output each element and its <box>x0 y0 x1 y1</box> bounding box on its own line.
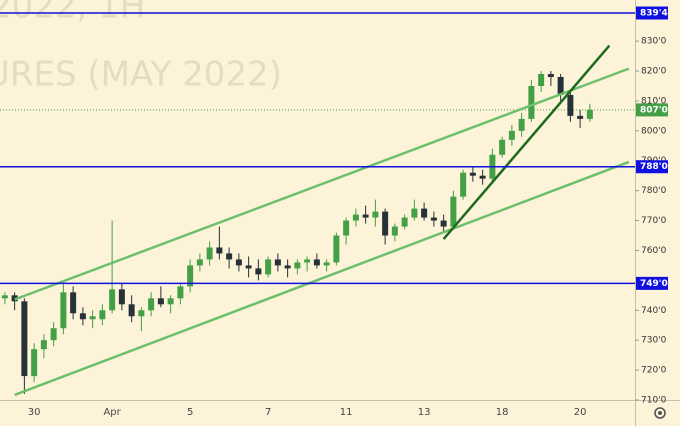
y-tick-label: 800'0 <box>641 126 667 136</box>
candle-body <box>1 295 8 299</box>
candle-body <box>109 289 116 311</box>
candle-body <box>206 247 213 260</box>
candle-body <box>411 208 418 218</box>
candle-body <box>245 265 252 269</box>
x-tick-label: 18 <box>496 407 509 418</box>
candle-body <box>343 220 350 236</box>
y-tick-label: 720'0 <box>641 366 667 376</box>
candle-body <box>577 115 584 119</box>
candle-body <box>196 259 203 266</box>
y-tick-label: 780'0 <box>641 186 667 196</box>
candle-body <box>216 247 223 254</box>
x-tick-label: 7 <box>265 407 271 418</box>
candle-body <box>421 208 428 218</box>
candle-body <box>21 301 28 377</box>
candle-body <box>567 94 574 116</box>
candle-body <box>265 259 272 275</box>
x-tick-label: 11 <box>340 407 353 418</box>
y-tick-label: 830'0 <box>641 37 667 47</box>
level-label: 788'0 <box>640 162 668 172</box>
candle-body <box>382 211 389 236</box>
x-tick-label: Apr <box>103 407 121 418</box>
candle-body <box>118 289 125 305</box>
x-tick-label: 13 <box>418 407 431 418</box>
candle-body <box>362 214 369 218</box>
candle-body <box>89 316 96 320</box>
candle-body <box>450 196 457 227</box>
candle-body <box>304 259 311 263</box>
candle-body <box>313 259 320 266</box>
candle-body <box>79 313 86 320</box>
trendline <box>442 44 611 240</box>
candle-body <box>284 265 291 269</box>
candle-body <box>460 172 467 197</box>
candle-body <box>255 268 262 275</box>
candle-body <box>40 340 47 350</box>
candle-body <box>352 214 359 221</box>
candle-body <box>391 226 398 236</box>
watermark: URES (MAY 2022) <box>0 55 282 95</box>
candle-body <box>557 77 564 95</box>
candle-body <box>479 175 486 179</box>
candle-body <box>50 328 57 341</box>
y-tick-label: 740'0 <box>641 306 667 316</box>
candle-body <box>401 217 408 227</box>
gear-icon-center <box>658 411 662 415</box>
trendline <box>14 67 630 301</box>
candle-body <box>226 253 233 260</box>
candle-body <box>138 310 145 317</box>
y-tick-label: 820'0 <box>641 67 667 77</box>
candle-body <box>60 292 67 329</box>
x-tick-label: 5 <box>187 407 193 418</box>
level-label: 839'4 <box>640 9 668 19</box>
candle-body <box>70 292 77 314</box>
candle-body <box>469 172 476 176</box>
settings-button[interactable] <box>654 407 666 419</box>
trendline <box>14 160 630 397</box>
level-label: 749'0 <box>640 279 668 289</box>
candle-body <box>440 220 447 227</box>
y-tick-label: 810'0 <box>641 96 667 106</box>
x-tick-label: 20 <box>574 407 587 418</box>
candle-body <box>157 298 164 305</box>
last-price-label-box <box>636 103 668 117</box>
candle-body <box>274 259 281 266</box>
candle-body <box>430 217 437 221</box>
y-tick-label: 770'0 <box>641 216 667 226</box>
x-tick-label: 30 <box>28 407 41 418</box>
y-tick-label: 730'0 <box>641 336 667 346</box>
gear-icon <box>654 407 666 419</box>
candle-body <box>235 259 242 266</box>
candle-body <box>499 139 506 155</box>
candle-body <box>333 235 340 263</box>
level-label-box <box>636 276 668 290</box>
candle-body <box>177 286 184 299</box>
last-price-label: 807'0 <box>640 105 668 115</box>
candle-body <box>508 130 515 140</box>
level-label-box <box>636 6 668 20</box>
candle-body <box>31 349 38 377</box>
candle-body <box>99 310 106 320</box>
candle-body <box>167 298 174 305</box>
y-tick-label: 760'0 <box>641 246 667 256</box>
candle-body <box>187 265 194 287</box>
candle-body <box>586 109 593 119</box>
candle-body <box>547 74 554 78</box>
candle-body <box>528 85 535 119</box>
candle-body <box>294 262 301 269</box>
candle-body <box>148 298 155 311</box>
candle-body <box>128 304 135 317</box>
candle-body <box>538 74 545 86</box>
candle-body <box>518 118 525 131</box>
level-label-box <box>636 160 668 174</box>
candle-body <box>372 211 379 218</box>
candle-body <box>323 262 330 266</box>
y-tick-label: 710'0 <box>641 396 667 406</box>
